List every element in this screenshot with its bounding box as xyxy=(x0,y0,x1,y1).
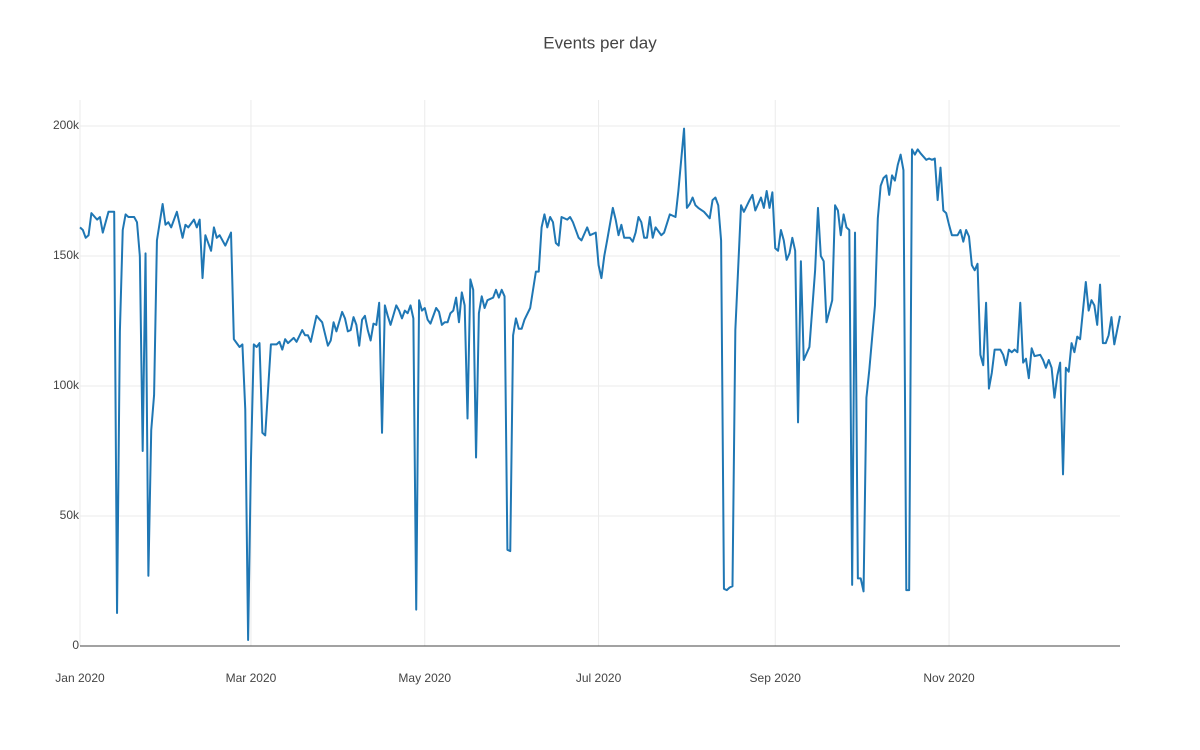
y-tick-label: 150k xyxy=(53,248,80,262)
y-tick-label: 100k xyxy=(53,378,80,392)
x-tick-label: Jan 2020 xyxy=(55,671,105,685)
x-tick-label: Sep 2020 xyxy=(750,671,802,685)
data-line xyxy=(79,127,1121,642)
x-tick-label: Nov 2020 xyxy=(923,671,975,685)
x-tick-label: Jul 2020 xyxy=(576,671,622,685)
y-tick-label: 0 xyxy=(72,638,79,652)
x-tick-label: Mar 2020 xyxy=(226,671,277,685)
chart-title: Events per day xyxy=(543,33,657,52)
x-tick-label: May 2020 xyxy=(398,671,451,685)
y-tick-label: 200k xyxy=(53,118,80,132)
y-tick-label: 50k xyxy=(60,508,80,522)
